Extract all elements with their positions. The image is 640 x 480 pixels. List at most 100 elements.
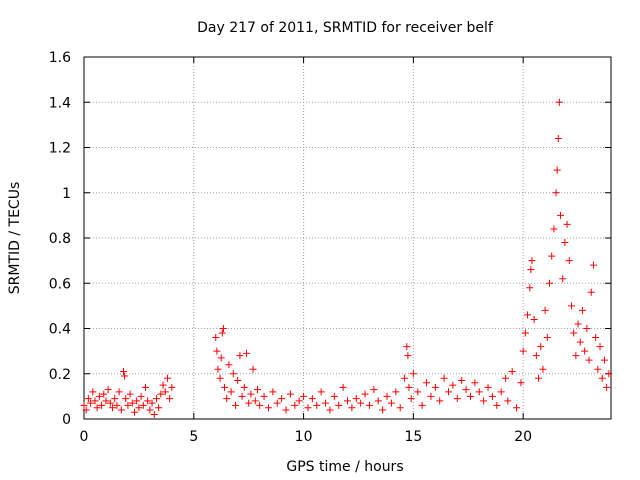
x-tick-label: 15 xyxy=(404,429,422,445)
data-point xyxy=(217,354,225,362)
data-point xyxy=(508,367,516,375)
data-point xyxy=(379,406,387,414)
data-point xyxy=(339,383,347,391)
data-point xyxy=(357,399,365,407)
data-point xyxy=(466,392,474,400)
data-point xyxy=(436,397,444,405)
data-point xyxy=(232,401,240,409)
data-point xyxy=(583,325,591,332)
data-point xyxy=(313,401,321,409)
data-point xyxy=(221,383,229,391)
data-point xyxy=(137,392,145,400)
data-point xyxy=(445,388,453,396)
data-point xyxy=(304,404,312,412)
data-point xyxy=(273,399,281,407)
y-axis-label: SRMTID / TECUs xyxy=(7,182,23,295)
data-point xyxy=(227,388,235,396)
data-point xyxy=(513,404,521,412)
data-point xyxy=(91,397,99,405)
data-point xyxy=(135,404,143,412)
data-point xyxy=(488,392,496,400)
data-point xyxy=(80,401,88,409)
data-point xyxy=(526,284,534,292)
data-point xyxy=(249,365,257,373)
data-point xyxy=(431,383,439,391)
data-point xyxy=(587,288,595,296)
data-point xyxy=(214,365,222,373)
data-point xyxy=(423,379,431,387)
y-tick-label: 0.2 xyxy=(49,367,71,383)
data-point xyxy=(308,395,316,403)
x-tick-label: 0 xyxy=(80,429,89,445)
data-point xyxy=(521,329,529,337)
data-point xyxy=(146,406,154,414)
data-point xyxy=(475,388,483,396)
data-point xyxy=(462,386,470,394)
data-point xyxy=(148,399,156,407)
data-point xyxy=(163,374,171,382)
data-point xyxy=(260,392,268,400)
data-point xyxy=(168,383,176,391)
data-point xyxy=(100,390,108,398)
data-point xyxy=(139,401,147,409)
data-points xyxy=(80,98,613,418)
data-point xyxy=(225,361,233,369)
data-point xyxy=(453,395,461,403)
data-point xyxy=(401,374,409,382)
y-tick-label: 1.4 xyxy=(49,95,71,111)
data-point xyxy=(567,302,575,310)
data-point xyxy=(594,365,602,373)
data-point xyxy=(109,404,117,412)
data-point xyxy=(212,334,220,342)
data-point xyxy=(530,315,538,323)
data-point xyxy=(120,367,128,375)
data-point xyxy=(286,390,294,398)
data-point xyxy=(589,261,597,269)
data-point xyxy=(121,372,129,380)
data-point xyxy=(141,383,149,391)
data-point xyxy=(84,395,92,403)
data-point xyxy=(152,395,160,403)
data-point xyxy=(405,383,413,391)
data-point xyxy=(548,252,556,260)
data-point xyxy=(458,377,466,385)
data-point xyxy=(403,343,411,351)
data-point xyxy=(502,374,510,382)
data-point xyxy=(102,397,110,405)
data-point xyxy=(218,329,226,337)
data-point xyxy=(361,390,369,398)
axis-ticks: 0 0.2 0.4 0.6 0.8 1 1.2 1.4 1.6 0 5 10 15 20 xyxy=(49,50,611,445)
data-point xyxy=(93,404,101,412)
data-point xyxy=(117,406,125,414)
data-point xyxy=(240,383,248,391)
data-point xyxy=(471,379,479,387)
data-point xyxy=(480,397,488,405)
data-point xyxy=(497,388,505,396)
data-point xyxy=(150,410,158,418)
data-point xyxy=(409,370,417,378)
data-point xyxy=(322,399,330,407)
data-point xyxy=(330,392,338,400)
data-point xyxy=(484,383,492,391)
data-point xyxy=(216,374,224,382)
data-point xyxy=(537,343,545,351)
data-point xyxy=(229,370,237,378)
data-point xyxy=(317,388,325,396)
data-point xyxy=(300,392,308,400)
data-point xyxy=(256,401,264,409)
data-point xyxy=(576,338,584,346)
data-point xyxy=(574,320,582,328)
data-point xyxy=(159,381,167,389)
data-point xyxy=(98,401,106,409)
data-point xyxy=(600,356,608,364)
data-point xyxy=(396,404,404,412)
data-point xyxy=(440,374,448,382)
data-point xyxy=(585,356,593,364)
data-point xyxy=(418,401,426,409)
data-point xyxy=(95,392,103,400)
data-point xyxy=(387,399,395,407)
data-point xyxy=(295,397,303,405)
data-point xyxy=(223,395,231,403)
data-point xyxy=(111,395,119,403)
